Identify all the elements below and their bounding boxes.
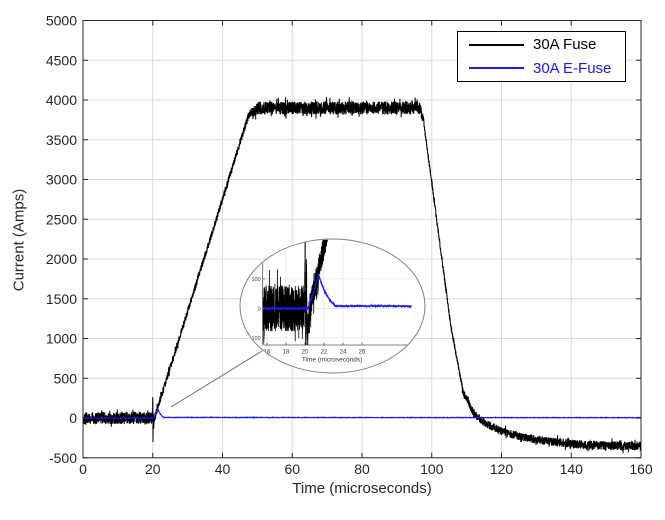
inset-group: 16 18 20 22 24 26 -100 0 100 Time (microseconds) xyxy=(250,239,412,364)
inset-x-tick-label: 22 xyxy=(321,350,328,356)
inset-labels: 16 18 20 22 24 26 -100 0 100 Time (microseconds) xyxy=(250,277,366,364)
x-axis-label: Time (microseconds) xyxy=(292,480,432,497)
inset-x-tick-label: 16 xyxy=(264,350,271,356)
legend-line-fuse xyxy=(469,43,524,46)
inset-y-tick-label: 100 xyxy=(252,277,261,283)
y-tick-label: 3500 xyxy=(46,132,77,148)
inset-y-tick-label: -100 xyxy=(250,336,261,342)
x-tick-label: 100 xyxy=(420,461,444,477)
y-tick-label: 500 xyxy=(54,370,78,386)
x-tick-label: 80 xyxy=(354,461,370,477)
inset-series-30a-fuse xyxy=(262,239,412,345)
series-30a-e-fuse xyxy=(83,407,641,420)
y-tick-label: 4000 xyxy=(46,92,77,108)
y-tick-label: 1500 xyxy=(46,291,77,307)
x-tick-label: 60 xyxy=(284,461,300,477)
x-tick-label: 0 xyxy=(79,461,87,477)
inset-x-tick-label: 26 xyxy=(359,350,366,356)
y-tick-label: 3000 xyxy=(46,172,77,188)
inset-callout-line xyxy=(170,350,263,408)
legend-entry-fuse: 30A Fuse xyxy=(458,34,625,56)
inset-y-tick-label: 0 xyxy=(258,306,261,312)
inset-series-30a-e-fuse xyxy=(262,273,412,312)
series-30a-fuse xyxy=(83,96,641,454)
y-tick-label: 1000 xyxy=(46,331,77,347)
y-tick-label: 4500 xyxy=(46,52,77,68)
inset-x-tick-label: 18 xyxy=(283,350,290,356)
x-tick-label: 20 xyxy=(145,461,161,477)
legend-entry-efuse: 30A E-Fuse xyxy=(458,57,625,79)
inset-x-axis-label: Time (microseconds) xyxy=(302,357,362,364)
x-tick-label: 160 xyxy=(629,461,653,477)
inset-x-tick-label: 24 xyxy=(340,350,347,356)
legend: 30A Fuse 30A E-Fuse xyxy=(457,31,626,82)
x-tick-label: 140 xyxy=(560,461,584,477)
x-tick-label: 40 xyxy=(215,461,231,477)
inset-x-tick-label: 20 xyxy=(302,350,309,356)
inset-series-group xyxy=(262,239,412,345)
x-tick-label: 120 xyxy=(490,461,514,477)
y-tick-label: 5000 xyxy=(46,13,77,29)
series-group xyxy=(83,96,641,454)
grid xyxy=(83,20,641,458)
inset-ellipse-border xyxy=(239,238,426,374)
y-tick-label: 2000 xyxy=(46,251,77,267)
legend-label-fuse: 30A Fuse xyxy=(533,36,597,54)
y-tick-label: 0 xyxy=(69,410,77,426)
tick-labels: 0 20 40 60 80 100 120 140 160-500050010001500200… xyxy=(46,13,653,478)
legend-label-efuse: 30A E-Fuse xyxy=(533,59,612,77)
plot-box xyxy=(82,20,642,459)
y-axis-label: Current (Amps) xyxy=(10,188,28,292)
legend-line-efuse xyxy=(469,67,524,70)
y-tick-label: -500 xyxy=(49,450,77,466)
y-tick-label: 2500 xyxy=(46,211,77,227)
